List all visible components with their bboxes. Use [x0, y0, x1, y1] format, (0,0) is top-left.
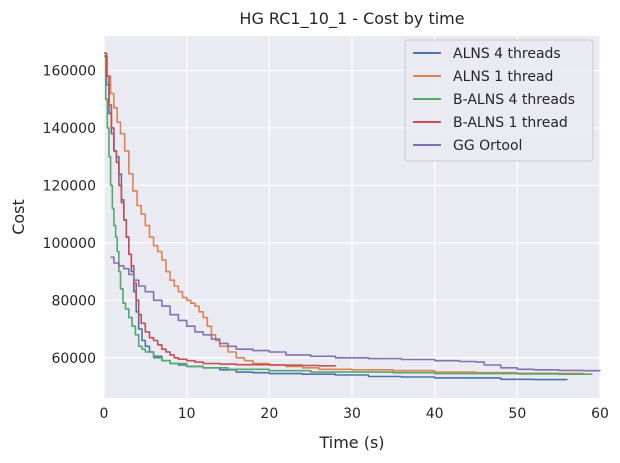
x-tick-label: 30: [343, 406, 361, 422]
chart-title: HG RC1_10_1 - Cost by time: [239, 9, 464, 29]
series-line-2: [104, 55, 593, 375]
legend-entry: B-ALNS 4 threads: [453, 92, 575, 108]
legend-entry: ALNS 4 threads: [453, 46, 561, 62]
legend-entry: B-ALNS 1 thread: [453, 115, 568, 131]
y-tick-label: 100000: [43, 236, 96, 252]
x-tick-label: 40: [426, 406, 444, 422]
series-line-3: [104, 52, 337, 367]
series-line-4: [110, 256, 601, 372]
legend-entry: GG Ortool: [453, 138, 522, 154]
y-axis-label: Cost: [9, 199, 28, 235]
series-lines: [104, 52, 601, 381]
x-tick-label: 10: [178, 406, 196, 422]
tick-labels: 0 10 20 30 40 50 60 60000 80000 100000 120000 14000…: [43, 63, 609, 422]
y-tick-label: 160000: [43, 63, 96, 79]
legend-entry: ALNS 1 thread: [453, 69, 553, 85]
x-tick-label: 60: [591, 406, 609, 422]
x-axis-label: Time (s): [318, 433, 384, 452]
series-line-1: [104, 55, 585, 375]
y-tick-label: 120000: [43, 178, 96, 194]
x-tick-label: 20: [260, 406, 278, 422]
y-tick-label: 80000: [51, 293, 96, 309]
x-tick-label: 50: [508, 406, 526, 422]
legend-box: [404, 39, 594, 162]
y-tick-label: 140000: [43, 121, 96, 137]
y-tick-label: 60000: [51, 351, 96, 367]
legend: ALNS 4 threads ALNS 1 thread B-ALNS 4 thre…: [404, 39, 594, 162]
x-tick-label: 0: [100, 406, 109, 422]
